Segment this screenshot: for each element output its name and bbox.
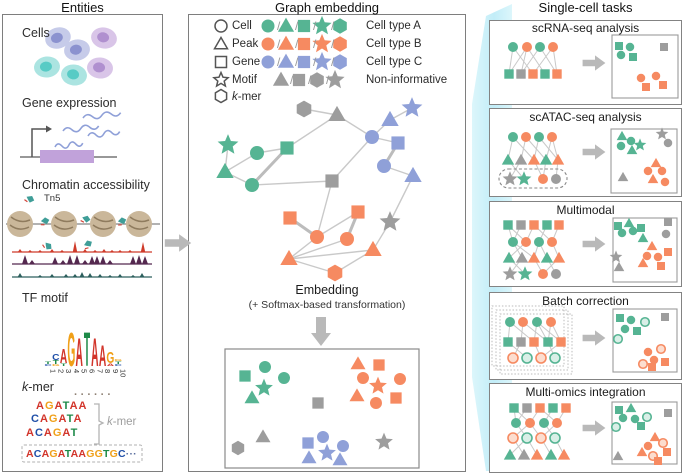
task-box-1 <box>489 108 682 197</box>
graph-embedding-panel <box>188 14 466 472</box>
task-box-2 <box>489 201 682 287</box>
task-box-3 <box>489 292 682 380</box>
task-box-4 <box>489 383 682 473</box>
entities-panel <box>2 14 163 472</box>
task-box-0 <box>489 20 682 105</box>
single-cell-tasks-title: Single-cell tasks <box>538 0 633 15</box>
entities-title: Entities <box>61 0 104 15</box>
graph-embedding-title: Graph embedding <box>274 0 380 15</box>
